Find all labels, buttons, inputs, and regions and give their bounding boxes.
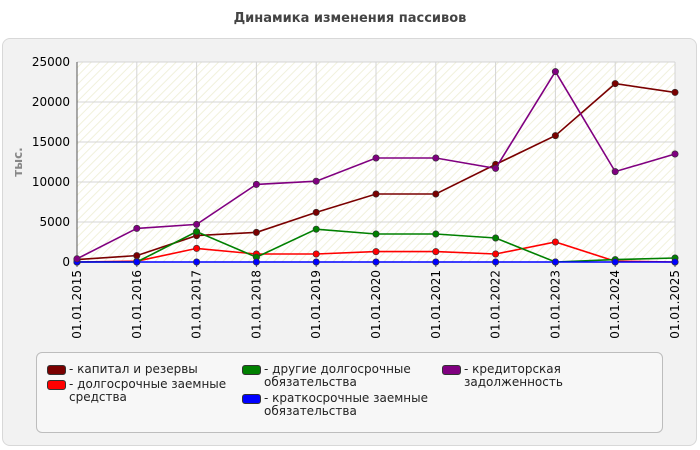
data-point: [611, 80, 619, 88]
data-point: [551, 258, 559, 266]
data-point: [432, 230, 440, 238]
chart-title: Динамика изменения пассивов: [233, 11, 467, 26]
x-axis: 01.01.2015 01.01.2016 01.01.2017 01.01.2018…: [70, 261, 682, 339]
data-point: [432, 248, 440, 256]
x-tick-label: 01.01.2025: [668, 270, 682, 339]
data-point: [611, 168, 619, 176]
data-point: [73, 255, 81, 263]
legend-swatch: [47, 365, 66, 375]
data-point: [432, 190, 440, 198]
legend-swatch: [242, 394, 261, 404]
x-tick-label: 01.01.2022: [489, 270, 503, 339]
x-tick-label: 01.01.2023: [548, 270, 562, 339]
data-point: [312, 258, 320, 266]
data-point: [312, 177, 320, 185]
data-point: [551, 238, 559, 246]
data-point: [312, 250, 320, 258]
legend-swatch: [47, 380, 66, 390]
legend-label: кредиторская задолженность: [464, 362, 563, 389]
legend-item: - краткосрочные заемные обязательства: [242, 392, 432, 418]
legend-item: - капитал и резервы: [47, 363, 237, 376]
legend-swatch: [442, 365, 461, 375]
x-tick-label: 01.01.2016: [130, 270, 144, 339]
data-point: [432, 154, 440, 162]
data-point: [492, 250, 500, 258]
data-point: [372, 230, 380, 238]
x-tick-label: 01.01.2019: [309, 270, 323, 339]
legend-label: другие долгосрочные обязательства: [264, 362, 411, 389]
data-point: [372, 248, 380, 256]
data-point: [671, 88, 679, 96]
data-point: [193, 244, 201, 252]
data-point: [252, 180, 260, 188]
legend-item: - кредиторская задолженность: [442, 363, 662, 389]
data-point: [432, 258, 440, 266]
x-tick-label: 01.01.2024: [608, 270, 622, 339]
series-group: [73, 68, 679, 263]
data-point: [551, 132, 559, 140]
legend-label: долгосрочные заемные средства: [69, 377, 227, 404]
x-tick-label: 01.01.2015: [70, 270, 84, 339]
data-point: [193, 228, 201, 236]
x-tick-label: 01.01.2017: [190, 270, 204, 339]
data-point: [611, 258, 619, 266]
data-point: [492, 164, 500, 172]
y-tick-label: 10000: [32, 175, 70, 189]
data-point: [193, 258, 201, 266]
y-tick-label: 15000: [32, 135, 70, 149]
y-tick-label: 25000: [32, 55, 70, 69]
y-tick-label: 0: [62, 255, 70, 269]
legend-label: капитал и резервы: [77, 362, 198, 376]
data-point: [252, 258, 260, 266]
y-axis-label: тыс.: [11, 147, 25, 176]
x-tick-label: 01.01.2020: [369, 270, 383, 339]
series-lines: [73, 68, 679, 266]
legend-item: - другие долгосрочные обязательства: [242, 363, 432, 389]
y-tick-label: 5000: [39, 215, 70, 229]
data-point: [492, 258, 500, 266]
y-axis: 0 5000 10000 15000 20000 25000: [32, 55, 78, 269]
data-point: [312, 208, 320, 216]
data-point: [133, 258, 141, 266]
x-tick-label: 01.01.2018: [249, 270, 263, 339]
data-point: [671, 258, 679, 266]
legend-item: - долгосрочные заемные средства: [47, 378, 237, 404]
data-point: [372, 190, 380, 198]
legend-label: краткосрочные заемные обязательства: [264, 391, 428, 418]
data-point: [133, 224, 141, 232]
data-point: [372, 258, 380, 266]
data-point: [551, 68, 559, 76]
data-point: [193, 220, 201, 228]
legend-swatch: [242, 365, 261, 375]
grid-lines: [76, 61, 676, 263]
data-point: [492, 234, 500, 242]
data-point: [671, 150, 679, 158]
data-point: [312, 225, 320, 233]
x-tick-label: 01.01.2021: [429, 270, 443, 339]
data-point: [372, 154, 380, 162]
chart-legend: - капитал и резервы - долгосрочные заемн…: [36, 352, 663, 433]
data-point: [252, 228, 260, 236]
y-tick-label: 20000: [32, 95, 70, 109]
